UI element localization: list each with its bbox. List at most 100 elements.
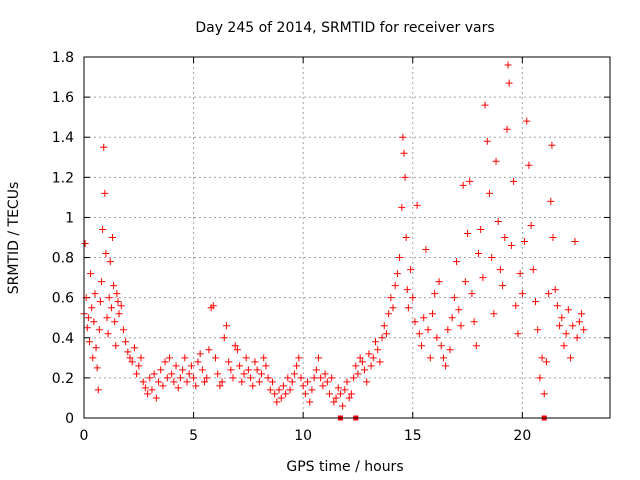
data-point — [114, 298, 122, 306]
data-point — [496, 266, 504, 274]
data-point — [240, 370, 248, 378]
data-point — [242, 354, 250, 362]
data-point — [179, 366, 187, 374]
data-point — [448, 314, 456, 322]
data-point — [534, 326, 542, 334]
x-axis-label: GPS time / hours — [286, 459, 403, 475]
y-tick-label: 0.6 — [52, 291, 74, 307]
data-point — [275, 386, 283, 394]
data-point — [141, 384, 149, 392]
data-point — [264, 374, 272, 382]
data-point — [95, 326, 103, 334]
data-point — [549, 234, 557, 241]
data-point — [161, 358, 169, 366]
data-point — [88, 304, 96, 312]
data-point — [404, 304, 412, 312]
data-point — [483, 137, 491, 145]
y-tick-label: 1.4 — [52, 130, 74, 146]
data-point — [527, 221, 535, 229]
data-point — [569, 322, 577, 330]
data-point — [407, 266, 415, 274]
data-point — [332, 394, 340, 402]
data-point — [98, 278, 106, 286]
data-point — [236, 362, 244, 370]
data-point — [249, 382, 257, 390]
data-point — [144, 390, 152, 398]
data-point — [90, 318, 98, 326]
data-point — [420, 314, 428, 322]
data-point — [481, 101, 489, 109]
data-point — [196, 350, 204, 358]
data-point — [168, 370, 176, 378]
data-point — [501, 234, 509, 241]
data-point — [492, 157, 500, 165]
data-point — [398, 203, 406, 211]
data-point — [551, 286, 559, 294]
data-point — [113, 290, 121, 298]
data-point — [330, 398, 338, 406]
data-point — [542, 358, 550, 366]
data-point — [389, 304, 397, 312]
data-point — [312, 366, 320, 374]
x-tick-label: 15 — [404, 428, 422, 444]
data-point — [507, 242, 515, 250]
data-point — [536, 374, 544, 382]
data-point — [268, 378, 276, 386]
data-point — [282, 390, 290, 398]
data-point — [247, 374, 255, 382]
data-point — [251, 358, 259, 366]
data-point — [277, 394, 285, 402]
chart-title: Day 245 of 2014, SRMTID for receiver var… — [195, 20, 494, 36]
data-point — [103, 314, 111, 322]
data-point — [339, 402, 347, 410]
y-tick-label: 0.2 — [52, 371, 74, 387]
data-point — [418, 342, 426, 350]
data-point — [350, 374, 358, 382]
data-point — [402, 234, 410, 241]
data-point — [101, 189, 109, 197]
data-point — [92, 344, 100, 352]
y-tick-label: 0 — [65, 411, 74, 427]
data-point — [220, 334, 228, 342]
data-point — [477, 225, 485, 233]
data-point — [512, 302, 520, 310]
data-point — [238, 378, 246, 386]
data-point — [209, 302, 217, 310]
data-point — [485, 189, 493, 197]
data-point — [328, 374, 336, 382]
data-point — [446, 346, 454, 354]
data-point — [450, 294, 458, 302]
data-point — [455, 306, 463, 314]
data-point — [431, 290, 439, 298]
data-point — [89, 354, 97, 362]
data-point — [124, 348, 132, 356]
data-point — [321, 370, 329, 378]
data-point — [367, 362, 375, 370]
data-point — [540, 390, 548, 398]
data-point — [117, 302, 125, 310]
data-point — [212, 354, 219, 362]
data-point — [203, 374, 211, 382]
data-point — [150, 370, 158, 378]
data-point — [433, 334, 441, 342]
data-point — [266, 386, 274, 394]
data-point — [374, 346, 382, 354]
data-point — [564, 306, 572, 314]
data-point — [225, 358, 233, 366]
data-point — [231, 342, 239, 350]
data-point — [112, 342, 120, 350]
data-point — [475, 250, 482, 258]
data-point — [580, 326, 588, 334]
data-point — [380, 322, 388, 330]
data-point — [315, 354, 323, 362]
data-point — [93, 364, 101, 372]
data-point — [295, 354, 303, 362]
data-point — [198, 366, 206, 374]
data-point — [146, 374, 154, 382]
data-point — [560, 342, 568, 350]
data-point — [157, 366, 165, 374]
data-point — [334, 384, 342, 392]
data-point — [385, 310, 393, 318]
data-point — [396, 254, 404, 262]
data-point — [148, 386, 156, 394]
